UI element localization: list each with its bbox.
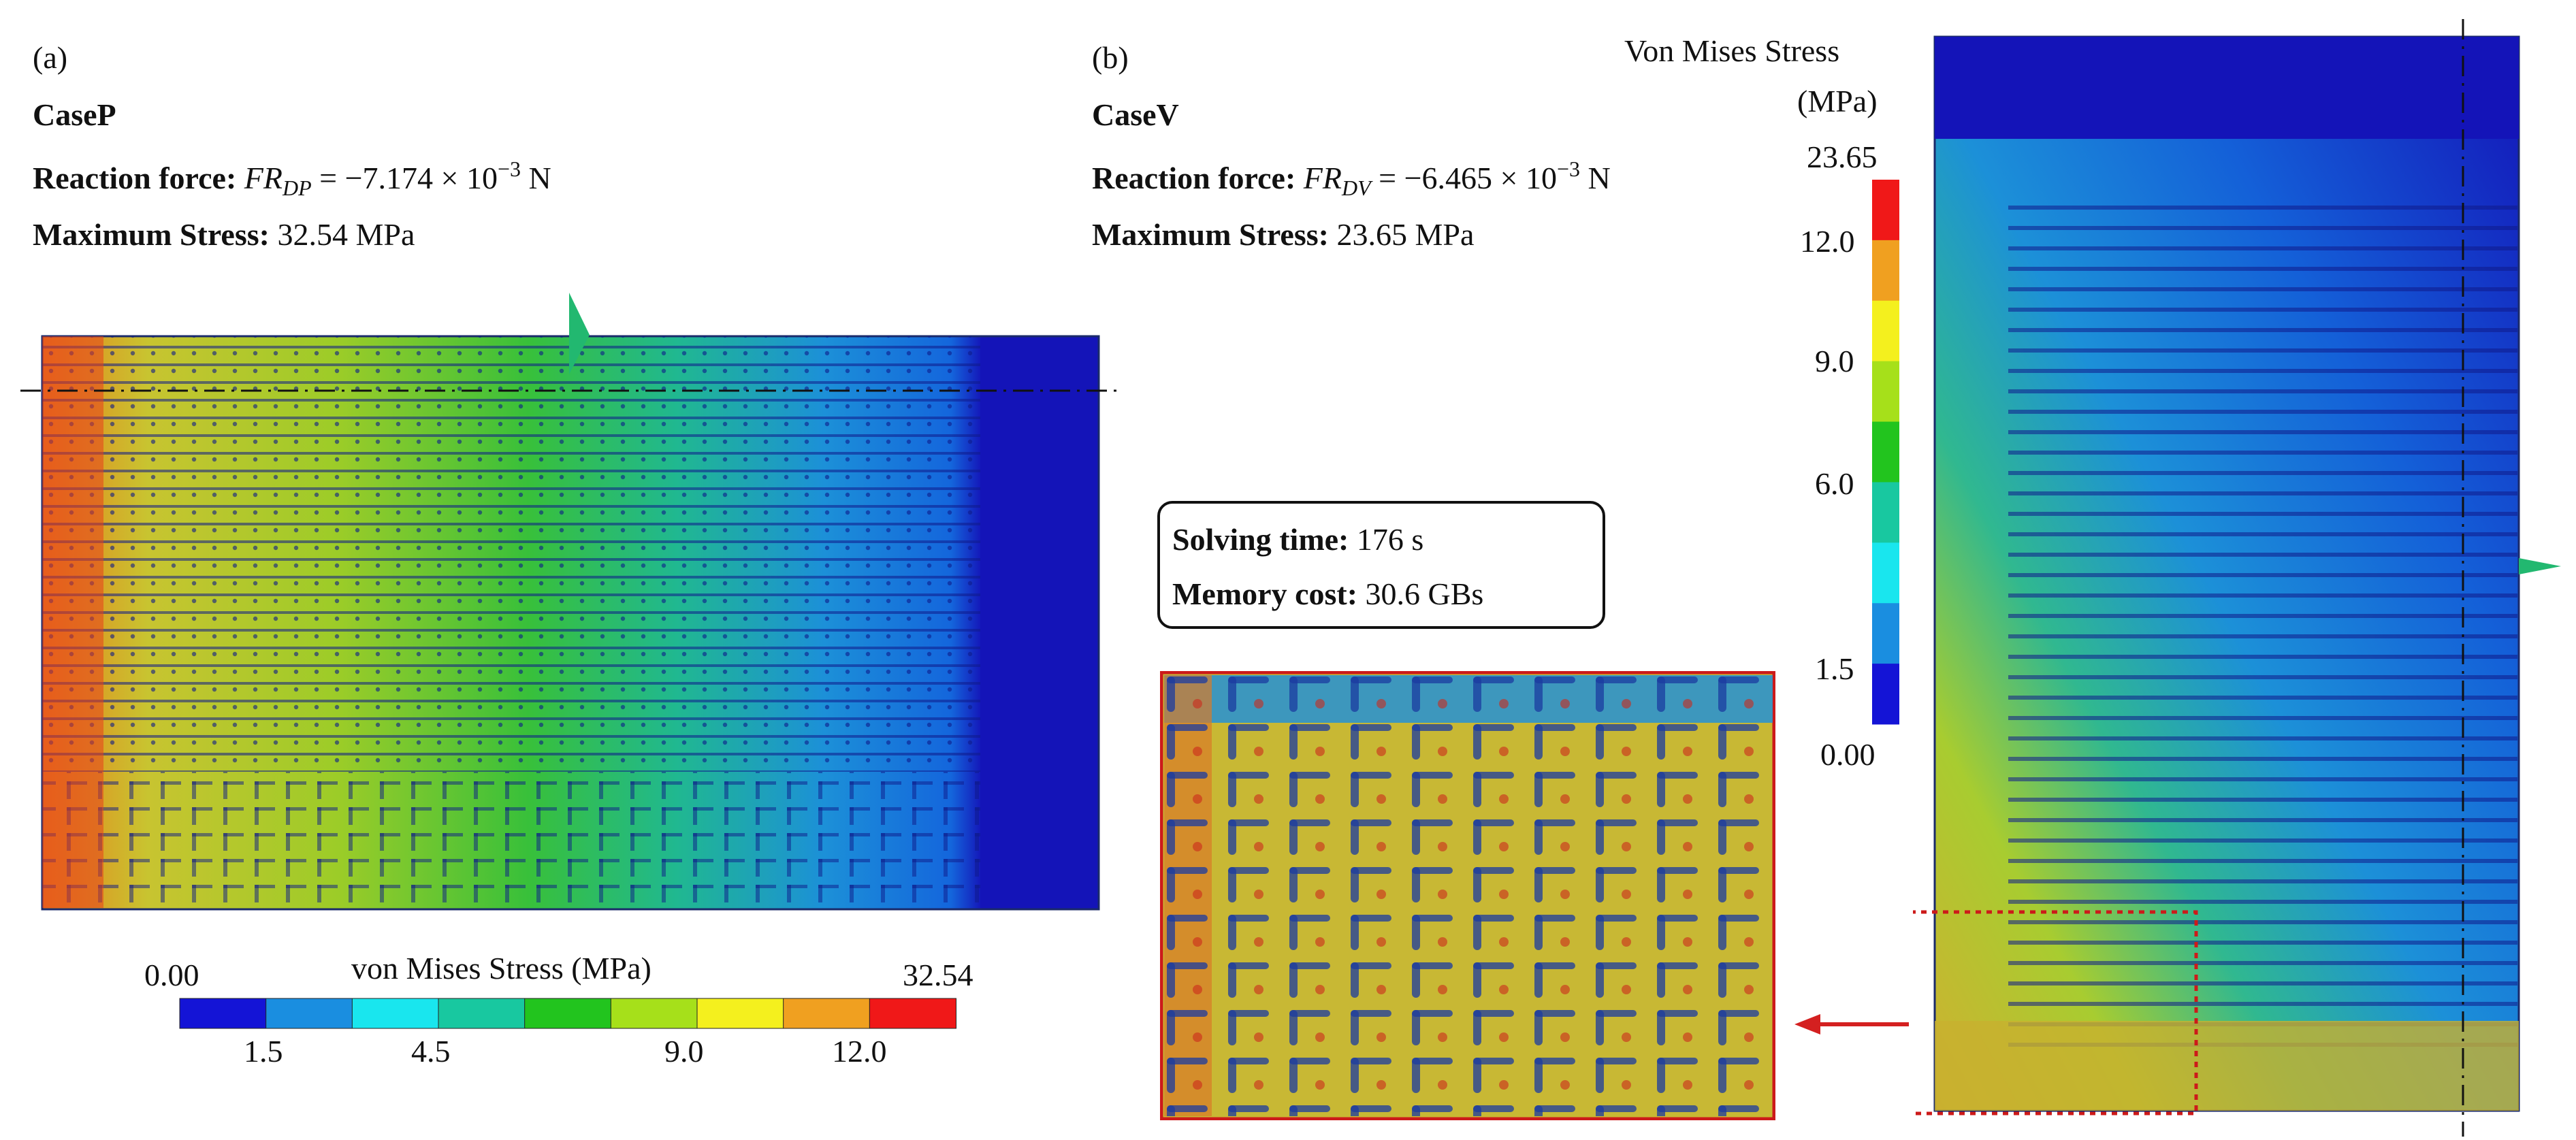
memory-cost-label: Memory cost: (1172, 576, 1358, 611)
reaction-sub: DV (1342, 176, 1371, 200)
legend-b-tick: 1.5 (1815, 651, 1854, 686)
panel-b-label: (b) (1092, 40, 1129, 75)
legend-a-color-band (265, 998, 353, 1029)
max-stress-label: Maximum Stress: (33, 217, 270, 252)
panel-a-max-stress: Maximum Stress: 32.54 MPa (33, 219, 415, 250)
reaction-label: Reaction force: (1092, 161, 1296, 195)
solving-time: Solving time: 176 s (1172, 524, 1423, 555)
legend-a-tick: 9.0 (664, 1034, 704, 1069)
panel-a-case-title: CaseP (33, 97, 116, 132)
memory-cost-value: 30.6 GBs (1357, 576, 1484, 611)
plate-a (41, 335, 1100, 911)
reaction-sub: DP (283, 176, 312, 200)
legend-b-color-band (1872, 603, 1899, 664)
load-arrow-a (569, 293, 590, 374)
legend-a-title: von Mises Stress (MPa) (351, 951, 651, 986)
panel-b-reaction-force: Reaction force: FRDV = −6.465 × 10−3 N (1092, 158, 1611, 199)
legend-b-color-band (1872, 664, 1899, 725)
legend-b-color-band (1872, 482, 1899, 543)
legend-b-min: 0.00 (1820, 737, 1875, 772)
legend-a-tick: 1.5 (244, 1034, 283, 1069)
reaction-exp: −3 (1556, 157, 1581, 181)
panel-a-reaction-force: Reaction force: FRDP = −7.174 × 10−3 N (33, 158, 551, 199)
legend-b-color-band (1872, 240, 1899, 302)
memory-cost: Memory cost: 30.6 GBs (1172, 579, 1483, 610)
legend-a-color-band (696, 998, 784, 1029)
legend-a-color-band (351, 998, 440, 1029)
reaction-value: = −7.174 × 10 (311, 161, 498, 195)
reaction-exp: −3 (497, 157, 521, 181)
legend-b-color-band (1872, 421, 1899, 483)
legend-a-colorbar (179, 998, 956, 1029)
legend-a-min: 0.00 (144, 958, 199, 992)
legend-a-color-band (438, 998, 526, 1029)
legend-b-title-line2: (MPa) (1797, 84, 1878, 118)
max-stress-value: 23.65 MPa (1328, 217, 1475, 252)
legend-a-color-band (869, 998, 956, 1029)
legend-a-color-band (524, 998, 612, 1029)
legend-b-color-band (1872, 300, 1899, 362)
panel-b-max-stress: Maximum Stress: 23.65 MPa (1092, 219, 1474, 250)
reaction-var: FR (244, 161, 283, 195)
load-arrow-b (2519, 558, 2561, 574)
legend-b-tick: 6.0 (1815, 466, 1854, 501)
legend-b-colorbar (1872, 180, 1899, 725)
contour-plot-a (20, 293, 1119, 911)
zoom-inset (1160, 671, 1775, 1120)
legend-a-color-band (610, 998, 698, 1029)
legend-b-tick: 12.0 (1800, 224, 1855, 259)
contour-plot-b (1913, 19, 2561, 1137)
legend-b-color-band (1872, 542, 1899, 604)
solving-time-label: Solving time: (1172, 522, 1349, 557)
legend-a-tick: 4.5 (411, 1034, 451, 1069)
legend-a-tick: 12.0 (832, 1034, 887, 1069)
legend-b-color-band (1872, 361, 1899, 423)
legend-b-color-band (1872, 180, 1899, 241)
reaction-unit: N (521, 161, 551, 195)
solver-info-box: Solving time: 176 s Memory cost: 30.6 GB… (1157, 501, 1605, 629)
legend-a-max: 32.54 (903, 958, 973, 992)
max-stress-label: Maximum Stress: (1092, 217, 1329, 252)
panel-b-case-title: CaseV (1092, 97, 1179, 132)
zoom-arrow (1794, 1014, 1909, 1035)
max-stress-value: 32.54 MPa (269, 217, 415, 252)
reaction-unit: N (1580, 161, 1611, 195)
legend-b-title-line1: Von Mises Stress (1624, 33, 1840, 68)
legend-b-tick: 9.0 (1815, 344, 1854, 378)
zoom-region-box (1913, 910, 2198, 1115)
plate-b (1933, 35, 2520, 1112)
solving-time-value: 176 s (1349, 522, 1424, 557)
legend-b-max: 23.65 (1807, 140, 1878, 174)
legend-a-color-band (179, 998, 267, 1029)
reaction-value: = −6.465 × 10 (1370, 161, 1557, 195)
reaction-label: Reaction force: (33, 161, 237, 195)
reaction-var: FR (1303, 161, 1342, 195)
panel-a-label: (a) (33, 40, 68, 75)
legend-a-color-band (783, 998, 871, 1029)
